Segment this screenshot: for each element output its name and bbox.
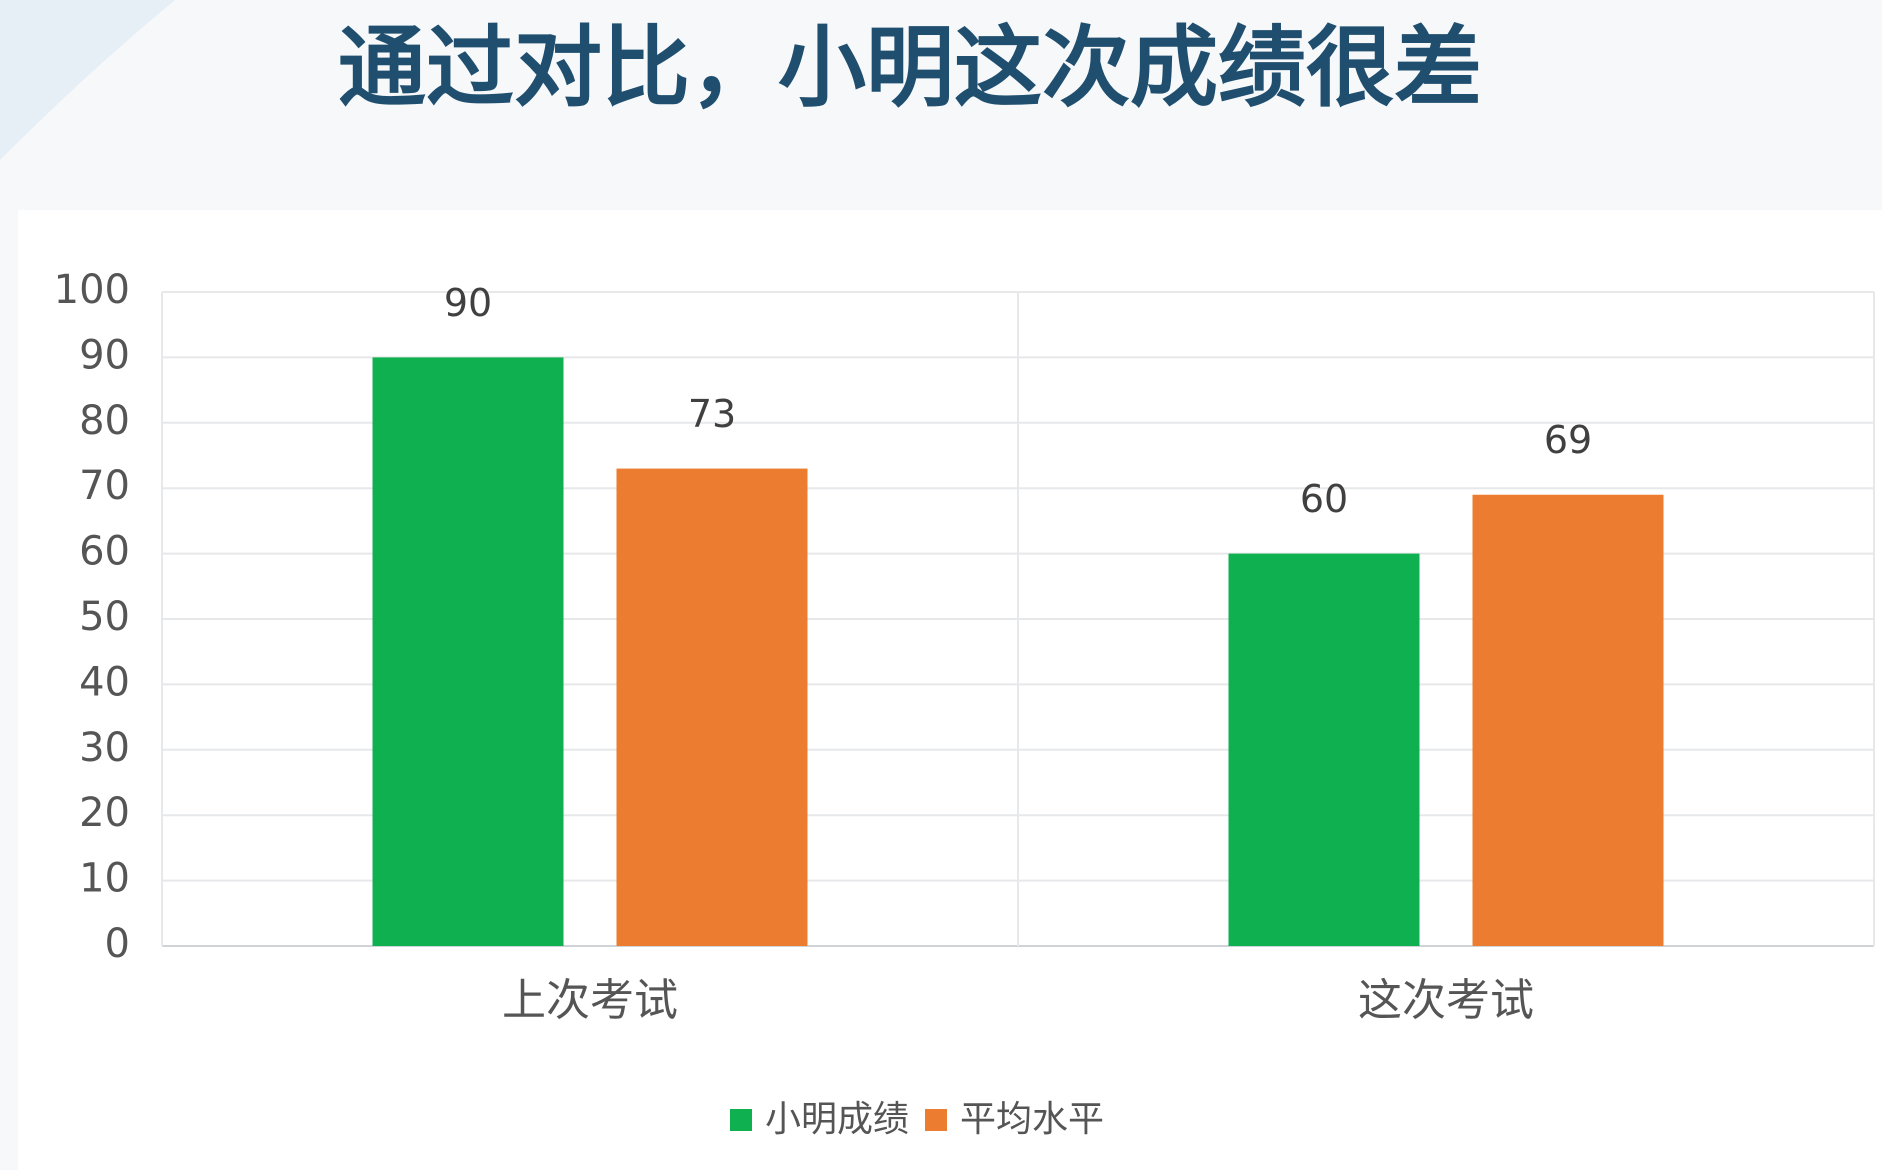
bar <box>616 468 808 946</box>
bar <box>1228 553 1420 946</box>
y-tick-label: 100 <box>54 267 130 313</box>
x-tick-label: 上次考试 <box>502 975 678 1026</box>
y-tick-label: 20 <box>79 790 130 836</box>
y-tick-label: 90 <box>79 332 130 378</box>
y-tick-label: 0 <box>105 921 130 967</box>
y-tick-label: 70 <box>79 463 130 509</box>
x-tick-label: 这次考试 <box>1358 975 1534 1026</box>
value-label: 69 <box>1544 418 1592 462</box>
legend-label: 小明成绩 <box>765 1099 909 1140</box>
value-label: 73 <box>688 392 736 436</box>
chart-title: 通过对比，小明这次成绩很差 <box>338 16 1482 119</box>
y-tick-label: 30 <box>79 725 130 771</box>
value-label: 60 <box>1300 477 1348 521</box>
y-tick-label: 10 <box>79 856 130 902</box>
legend-swatch <box>730 1109 752 1131</box>
y-tick-label: 50 <box>79 594 130 640</box>
legend-label: 平均水平 <box>960 1099 1104 1140</box>
legend-swatch <box>925 1109 947 1131</box>
y-tick-label: 80 <box>79 398 130 444</box>
bar <box>1472 494 1664 946</box>
value-label: 90 <box>444 281 492 325</box>
bar <box>372 357 564 946</box>
decoration <box>0 0 175 160</box>
y-tick-label: 60 <box>79 529 130 575</box>
y-tick-label: 40 <box>79 659 130 705</box>
